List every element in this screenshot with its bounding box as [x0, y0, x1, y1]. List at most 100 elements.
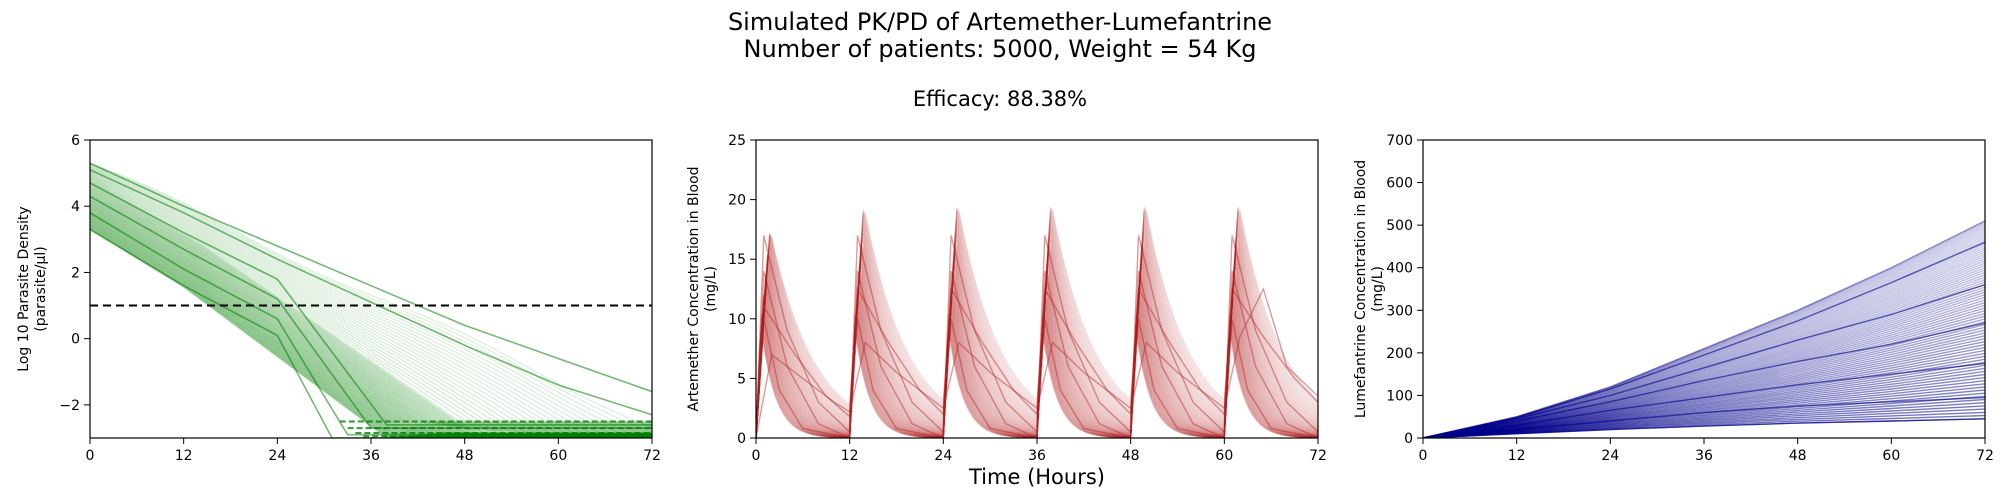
lumefantrine-curve: [1423, 380, 1985, 438]
x-tick-label: 0: [752, 448, 761, 464]
parasite-curve: [90, 175, 652, 437]
y-tick-label: 10: [728, 312, 746, 328]
artemether-series-1: [756, 235, 1318, 438]
y-axis-label-line: (parasite/μl): [33, 246, 49, 332]
lumefantrine-curve: [1423, 310, 1985, 438]
plot-area: [756, 205, 1318, 438]
lumefantrine-curve: [1423, 253, 1985, 438]
lumefantrine-curve: [1423, 291, 1985, 438]
artemether-curve: [756, 245, 1318, 438]
figure-title-line-2: Number of patients: 5000, Weight = 54 Kg: [743, 35, 1257, 63]
artemether-curve: [756, 271, 1318, 438]
artemether-curve: [756, 239, 1318, 438]
artemether-curve: [756, 304, 1318, 438]
x-tick-label: 48: [456, 448, 474, 464]
artemether-curve: [756, 219, 1318, 438]
y-tick-label: 20: [728, 193, 746, 209]
artemether-curve: [756, 291, 1318, 438]
x-tick-label: 60: [549, 448, 567, 464]
lumefantrine-series-5: [1423, 362, 1985, 438]
parasite-curve: [90, 162, 652, 429]
artemether-curve: [756, 281, 1318, 438]
lumefantrine-curve: [1423, 304, 1985, 438]
artemether-curve: [756, 258, 1318, 438]
parasite-curve: [90, 220, 652, 438]
x-tick-label: 48: [1789, 448, 1807, 464]
figure-title-line-1: Simulated PK/PD of Artemether-Lumefantri…: [727, 8, 1273, 36]
x-tick-label: 24: [934, 448, 952, 464]
parasite-curve: [90, 166, 652, 438]
x-tick-label: 12: [841, 448, 859, 464]
parasite-curve: [90, 214, 652, 437]
y-tick-label: 700: [1386, 133, 1413, 149]
parasite-curve: [90, 171, 652, 438]
artemether-curve: [756, 270, 1318, 438]
parasite-curve: [90, 163, 652, 434]
y-tick-label: 5: [737, 371, 746, 387]
artemether-curve: [756, 266, 1318, 438]
y-tick-label: 500: [1386, 218, 1413, 234]
lumefantrine-curve: [1423, 299, 1985, 438]
artemether-curve: [756, 292, 1318, 438]
lumefantrine-curve: [1423, 294, 1985, 438]
lumefantrine-series-7: [1423, 418, 1985, 438]
plot-area: [1423, 220, 1985, 438]
y-tick-label: 6: [71, 133, 80, 149]
artemether-curve: [756, 247, 1318, 438]
x-tick-label: 12: [175, 448, 193, 464]
panel-3: 0 12 24 36 48 60 720100200300400500600700Lumef…: [1353, 133, 1994, 464]
plot-area: [90, 162, 652, 438]
efficacy-subtitle: Efficacy: 88.38%: [912, 87, 1088, 111]
x-tick-label: 60: [1215, 448, 1233, 464]
lumefantrine-curve: [1423, 288, 1985, 438]
y-axis-label: Log 10 Parasite Density(parasite/μl): [16, 206, 49, 371]
parasite-curve: [90, 186, 652, 427]
parasite-series-5: [90, 169, 652, 416]
y-tick-label: 2: [71, 265, 80, 281]
parasite-series-6: [90, 162, 652, 393]
artemether-curve: [756, 208, 1318, 438]
x-tick-label: 24: [1601, 448, 1619, 464]
artemether-curve: [756, 284, 1318, 438]
lumefantrine-curve: [1423, 329, 1985, 438]
parasite-series-4: [90, 182, 652, 426]
lumefantrine-series-6: [1423, 396, 1985, 438]
artemether-curve: [756, 232, 1318, 438]
parasite-curve: [90, 190, 652, 425]
lumefantrine-curve: [1423, 340, 1985, 438]
artemether-curve: [756, 253, 1318, 438]
parasite-curve: [90, 166, 652, 437]
artemether-curve: [756, 307, 1318, 438]
artemether-series-5: [756, 287, 1318, 438]
parasite-curve: [90, 177, 652, 432]
parasite-curve: [90, 222, 652, 438]
artemether-curve: [756, 243, 1318, 438]
artemether-curve: [756, 222, 1318, 438]
artemether-curve: [756, 245, 1318, 438]
parasite-curve: [90, 175, 652, 433]
parasite-curve: [90, 204, 652, 427]
parasite-curve: [90, 164, 652, 438]
parasite-curve: [90, 176, 652, 437]
x-tick-label: 24: [268, 448, 286, 464]
artemether-curve: [756, 299, 1318, 438]
parasite-curve: [90, 215, 652, 432]
artemether-curve: [756, 315, 1318, 438]
x-tick-label: 48: [1122, 448, 1140, 464]
artemether-curve: [756, 286, 1318, 438]
artemether-curve: [756, 295, 1318, 438]
artemether-curve: [756, 264, 1318, 438]
parasite-curve: [90, 168, 652, 436]
artemether-curve: [756, 271, 1318, 438]
y-tick-label: 600: [1386, 176, 1413, 192]
parasite-series-1: [90, 228, 652, 438]
x-tick-label: 60: [1882, 448, 1900, 464]
y-axis-label-line: (mg/L): [1370, 266, 1386, 312]
y-axis-label-line: (mg/L): [703, 266, 719, 312]
lumefantrine-curve: [1423, 257, 1985, 438]
parasite-curve: [90, 173, 652, 437]
artemether-curve: [756, 292, 1318, 438]
parasite-curve: [90, 174, 652, 437]
